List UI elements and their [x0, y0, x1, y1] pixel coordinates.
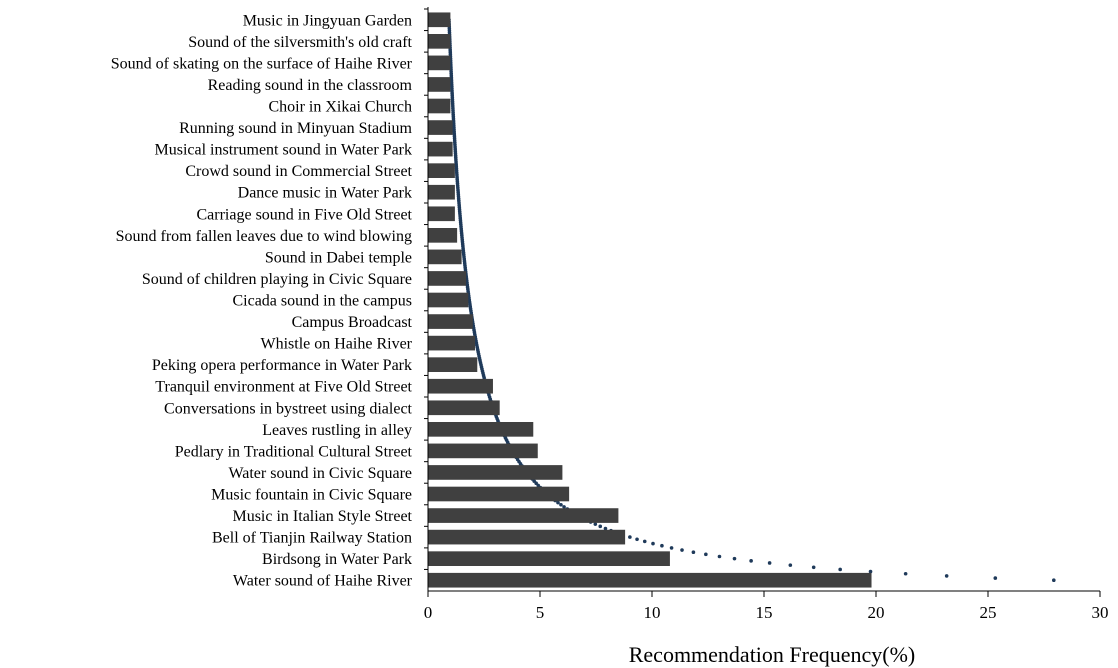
x-tick-label: 0	[424, 603, 433, 622]
trendline-dot	[903, 571, 908, 576]
category-label: Music fountain in Civic Square	[211, 487, 412, 504]
bar	[428, 184, 455, 200]
trendline-dot	[944, 574, 949, 578]
trendline-dot	[635, 537, 639, 542]
category-label: Peking opera performance in Water Park	[152, 357, 412, 374]
bar	[428, 465, 563, 480]
x-tick-label: 20	[868, 603, 885, 622]
category-label: Whistle on Haihe River	[260, 336, 412, 353]
category-label: Sound of skating on the surface of Haihe…	[111, 55, 413, 72]
category-label: Carriage sound in Five Old Street	[196, 206, 412, 223]
category-label: Reading sound in the classroom	[208, 77, 413, 94]
category-label: Sound of children playing in Civic Squar…	[142, 271, 412, 288]
bar	[428, 292, 469, 308]
bar	[428, 422, 534, 437]
category-label: Pedlary in Traditional Cultural Street	[175, 443, 413, 460]
bar	[428, 34, 451, 49]
category-labels: Music in Jingyuan Garden Sound of the sil…	[111, 12, 413, 589]
x-tick-label: 5	[536, 603, 545, 622]
bar	[428, 55, 451, 71]
category-label: Birdsong in Water Park	[262, 551, 412, 568]
trendline-dot	[598, 524, 603, 529]
x-axis-ticks: 0 5 10 15 20 25 30	[424, 591, 1109, 622]
trendline-dot	[767, 561, 772, 565]
category-label: Conversations in bystreet using dialect	[164, 400, 413, 417]
category-label: Music in Italian Style Street	[232, 508, 412, 525]
bar	[428, 508, 619, 523]
category-label: Dance music in Water Park	[238, 185, 412, 202]
x-tick-label: 10	[644, 603, 661, 622]
category-label: Leaves rustling in alley	[262, 422, 412, 439]
x-tick-label: 30	[1092, 603, 1109, 622]
bar	[428, 400, 500, 416]
bar	[428, 314, 473, 329]
trendline-dot	[811, 565, 816, 570]
bar	[428, 120, 453, 135]
trendline-dot	[593, 522, 598, 526]
bar	[428, 551, 670, 566]
category-label: Sound in Dabei temple	[265, 249, 412, 266]
trendline-dot	[651, 541, 655, 546]
bar	[428, 357, 478, 372]
trendline-dot	[562, 505, 566, 509]
category-label: Water sound in Civic Square	[228, 465, 412, 482]
bar	[428, 572, 872, 588]
bar	[428, 228, 458, 243]
trendline-dot	[1052, 578, 1056, 583]
category-label: Tranquil environment at Five Old Street	[155, 379, 412, 396]
trendline-dot	[559, 502, 563, 507]
x-axis-title: Recommendation Frequency(%)	[629, 642, 916, 667]
category-label: Campus Broadcast	[292, 314, 413, 331]
trendline-dot	[669, 546, 674, 550]
trendline-dot	[680, 548, 684, 552]
bar	[428, 12, 451, 28]
trendline-dot	[691, 550, 696, 554]
trendline-dot	[749, 559, 753, 563]
trendline-dot	[717, 554, 722, 559]
category-label: Choir in Xikai Church	[268, 99, 412, 116]
x-tick-label: 15	[756, 603, 773, 622]
bar	[428, 163, 455, 178]
trendline-dot	[993, 576, 998, 580]
bar	[428, 335, 476, 351]
trendline-dot	[603, 526, 608, 531]
bar	[428, 98, 451, 114]
trendline-dot	[732, 556, 737, 561]
bar	[428, 141, 453, 157]
trendline-dot	[704, 552, 708, 557]
trendline-dot	[838, 567, 842, 572]
x-tick-label: 25	[980, 603, 997, 622]
category-label: Sound from fallen leaves due to wind blo…	[116, 228, 412, 245]
bar	[428, 77, 451, 92]
bar	[428, 443, 538, 459]
category-label: Running sound in Minyuan Stadium	[179, 120, 412, 137]
trendline-dot	[642, 539, 647, 544]
bar	[428, 529, 626, 545]
category-label: Cicada sound in the campus	[232, 293, 412, 310]
bar	[428, 206, 455, 222]
trendline-dot	[868, 569, 873, 574]
bar	[428, 249, 462, 265]
bar	[428, 486, 570, 502]
trendline-dot	[556, 500, 560, 505]
trendline-dot	[628, 535, 632, 539]
trendline-dot	[660, 543, 664, 548]
category-label: Music in Jingyuan Garden	[243, 12, 412, 29]
trendline-dot	[788, 563, 793, 567]
category-label: Water sound of Haihe River	[233, 573, 413, 590]
category-label: Bell of Tianjin Railway Station	[212, 530, 412, 547]
bar	[428, 378, 493, 394]
category-label: Sound of the silversmith's old craft	[188, 34, 412, 51]
bar	[428, 271, 467, 286]
category-label: Musical instrument sound in Water Park	[155, 142, 413, 159]
bars-group	[424, 8, 872, 588]
category-label: Crowd sound in Commercial Street	[185, 163, 412, 180]
